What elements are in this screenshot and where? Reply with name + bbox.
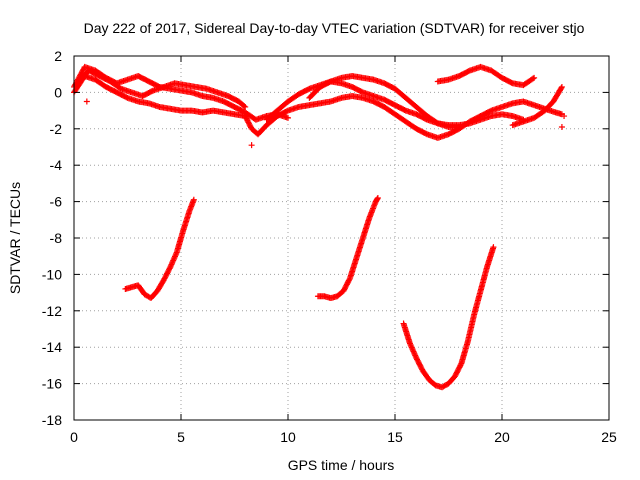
y-tick-label: -2 [50, 121, 63, 137]
series-track-5 [263, 78, 527, 129]
series-track-8 [509, 83, 565, 129]
y-tick-label: 0 [54, 84, 62, 100]
x-tick-label: 20 [494, 429, 510, 445]
series-track-4 [242, 93, 565, 141]
y-tick-label: -4 [50, 157, 63, 173]
x-tick-label: 25 [601, 429, 617, 445]
data-point [346, 276, 353, 283]
data-point [529, 75, 536, 82]
series-track-1 [71, 63, 291, 123]
series-outliers [83, 87, 568, 149]
y-tick-label: -16 [42, 376, 62, 392]
y-axis-label: SDTVAR / TECUs [7, 182, 23, 294]
y-tick-label: 2 [54, 48, 62, 64]
y-tick-label: -8 [50, 230, 63, 246]
data-point [285, 114, 291, 121]
data-marks [71, 63, 568, 391]
x-axis-label: GPS time / hours [288, 457, 395, 473]
data-point [248, 142, 255, 149]
data-point [456, 123, 463, 130]
x-tick-label: 5 [177, 429, 185, 445]
data-point [556, 87, 563, 94]
x-tick-label: 10 [280, 429, 296, 445]
data-point [457, 361, 464, 368]
data-point [83, 98, 90, 105]
data-point [558, 83, 565, 90]
data-point [490, 244, 497, 251]
chart-title: Day 222 of 2017, Sidereal Day-to-day VTE… [84, 20, 585, 36]
grid [74, 56, 609, 420]
y-tick-label: -12 [42, 303, 62, 319]
series-track-6 [306, 73, 463, 130]
y-tick-label: -6 [50, 194, 63, 210]
data-point [531, 74, 538, 81]
y-tick-label: -10 [42, 266, 62, 282]
data-point [190, 196, 197, 203]
data-point [558, 123, 565, 130]
series-track-11 [400, 244, 497, 391]
data-point [561, 113, 568, 120]
series-track-9 [122, 196, 197, 302]
series-track-7 [434, 63, 538, 89]
data-point [241, 103, 248, 110]
axis-ticks: 0 5 10 15 20 25 -18 -16 -14 -12 -10 -8 -6 -4 -2 0 2 [42, 48, 617, 445]
series-track-3 [75, 67, 249, 110]
data-point [242, 103, 249, 110]
y-tick-label: -18 [42, 412, 62, 428]
x-tick-label: 15 [387, 429, 403, 445]
y-tick-label: -14 [42, 339, 62, 355]
data-point [374, 194, 381, 201]
x-tick-label: 0 [70, 429, 78, 445]
series-track-10 [314, 194, 381, 302]
